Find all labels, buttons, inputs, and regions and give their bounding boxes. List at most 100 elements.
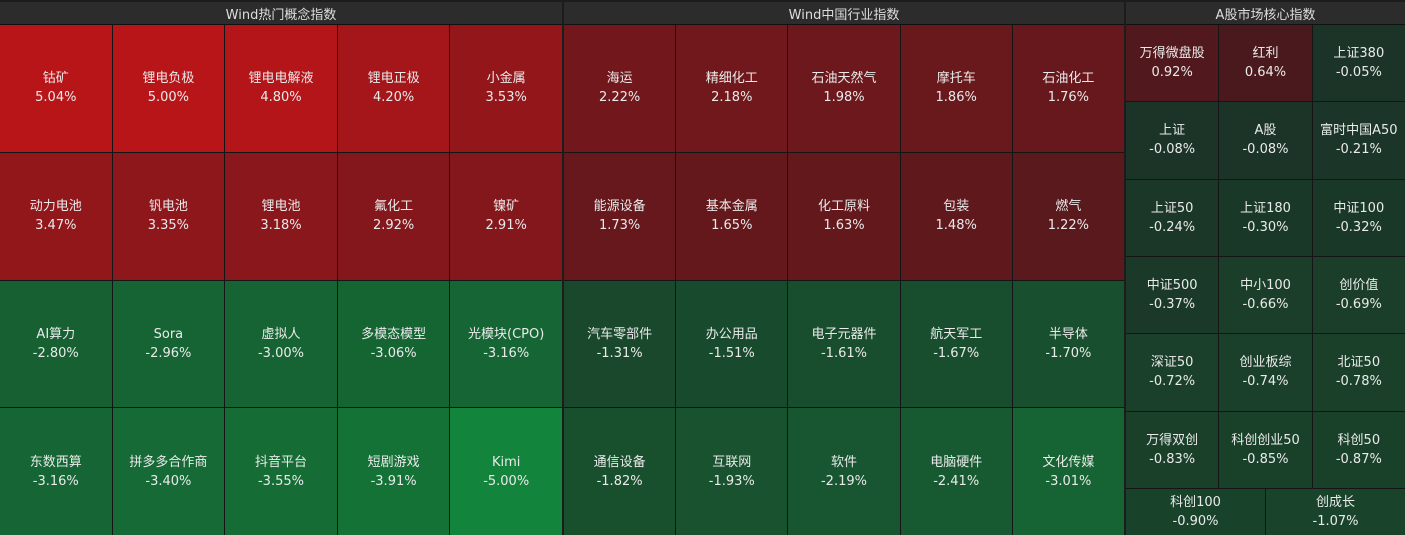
index-name: 抖音平台 [254,454,307,470]
index-name: 科创50 [1337,432,1381,448]
index-change: -0.37% [1149,297,1196,313]
index-cell[interactable]: 中证500 -0.37% [1126,257,1219,334]
index-cell[interactable]: 万得双创 -0.83% [1126,411,1219,488]
index-change: -1.07% [1312,514,1359,529]
index-cell[interactable]: 石油天然气 1.98% [788,25,900,152]
index-cell[interactable]: 北证50 -0.78% [1312,334,1405,411]
index-name: 包装 [943,199,970,215]
index-cell[interactable]: 多模态模型 -3.06% [337,280,450,408]
index-name: 基本金属 [705,199,758,215]
index-cell[interactable]: 上证50 -0.24% [1126,179,1219,256]
index-cell[interactable]: 中小100 -0.66% [1219,257,1312,334]
index-cell[interactable]: 摩托车 1.86% [900,25,1012,152]
index-change: -2.41% [933,473,980,489]
index-cell[interactable]: 万得微盘股 0.92% [1126,25,1219,102]
index-cell[interactable]: 深证50 -0.72% [1126,334,1219,411]
index-cell[interactable]: 航天军工 -1.67% [900,280,1012,408]
index-cell[interactable]: 锂电池 3.18% [225,152,337,280]
index-cell[interactable]: 创价值 -0.69% [1312,257,1405,334]
index-cell[interactable]: 精细化工 2.18% [676,25,788,152]
index-cell[interactable]: 钴矿 5.04% [0,25,112,152]
index-cell[interactable]: 海运 2.22% [564,25,676,152]
index-change: 2.22% [598,90,641,106]
index-cell[interactable]: 镍矿 2.91% [450,152,562,280]
index-cell[interactable]: 富时中国A50 -0.21% [1312,102,1405,179]
index-cell[interactable]: 电子元器件 -1.61% [788,280,900,408]
index-cell[interactable]: 化工原料 1.63% [788,152,900,280]
index-cell[interactable]: 锂电正极 4.20% [337,25,450,152]
index-cell[interactable]: 钒电池 3.35% [112,152,225,280]
index-cell[interactable]: 抖音平台 -3.55% [225,408,337,535]
index-cell[interactable]: 短剧游戏 -3.91% [337,408,450,535]
index-cell[interactable]: 创成长 -1.07% [1266,489,1405,535]
index-name: 光模块(CPO) [468,326,545,342]
index-cell[interactable]: Sora -2.96% [112,280,225,408]
index-change: -2.96% [145,345,192,361]
index-change: 2.18% [711,90,753,106]
index-name: 锂电电解液 [248,71,314,87]
index-cell[interactable]: 光模块(CPO) -3.16% [450,280,562,408]
index-cell[interactable]: 虚拟人 -3.00% [225,280,337,408]
panel: Wind中国行业指数 海运 2.22% 精细化工 2.18% 石油天然气 1.98% 摩托车 1… [564,0,1124,535]
index-change: -1.93% [708,473,755,489]
index-cell[interactable]: 半导体 -1.70% [1012,280,1124,408]
index-cell[interactable]: 红利 0.64% [1219,25,1312,102]
index-name: 精细化工 [705,71,758,87]
index-change: 1.86% [935,90,977,106]
index-cell[interactable]: 中证100 -0.32% [1312,179,1405,256]
index-change: 5.00% [147,90,190,106]
index-cell[interactable]: 基本金属 1.65% [676,152,788,280]
index-name: 万得双创 [1146,432,1199,448]
panel: A股市场核心指数 万得微盘股 0.92% 红利 0.64% 上证380 -0.05% 上证 -0… [1126,0,1405,535]
index-cell[interactable]: 科创100 -0.90% [1126,489,1265,535]
index-name: 红利 [1252,46,1279,62]
index-change: -0.87% [1335,451,1382,467]
index-cell[interactable]: 软件 -2.19% [788,408,900,535]
cell-grid: 万得微盘股 0.92% 红利 0.64% 上证380 -0.05% 上证 -0.08% A股 -0… [1126,25,1405,535]
index-cell[interactable]: 燃气 1.22% [1012,152,1124,280]
index-cell[interactable]: 科创创业50 -0.85% [1219,411,1312,488]
index-cell[interactable]: 能源设备 1.73% [564,152,676,280]
index-cell[interactable]: A股 -0.08% [1219,102,1312,179]
index-cell[interactable]: 锂电电解液 4.80% [225,25,337,152]
index-cell[interactable]: 石油化工 1.76% [1012,25,1124,152]
index-change: 4.20% [372,90,415,106]
index-name: 电脑硬件 [930,454,983,470]
index-name: 能源设备 [593,199,646,215]
index-change: 1.63% [823,218,865,234]
index-cell[interactable]: 汽车零部件 -1.31% [564,280,676,408]
index-name: 石油化工 [1042,71,1095,87]
index-cell[interactable]: 上证380 -0.05% [1312,25,1405,102]
index-cell[interactable]: 创业板综 -0.74% [1219,334,1312,411]
index-name: Kimi [491,454,521,470]
index-cell[interactable]: 办公用品 -1.51% [676,280,788,408]
index-name: 软件 [830,454,857,470]
index-cell[interactable]: 拼多多合作商 -3.40% [112,408,225,535]
index-name: 石油天然气 [811,71,877,87]
index-cell[interactable]: 氟化工 2.92% [337,152,450,280]
index-cell[interactable]: Kimi -5.00% [450,408,562,535]
index-cell[interactable]: 动力电池 3.47% [0,152,112,280]
index-cell[interactable]: 上证180 -0.30% [1219,179,1312,256]
index-cell[interactable]: 互联网 -1.93% [676,408,788,535]
index-cell[interactable]: AI算力 -2.80% [0,280,112,408]
index-cell[interactable]: 锂电负极 5.00% [112,25,225,152]
index-cell[interactable]: 包装 1.48% [900,152,1012,280]
index-name: 上证380 [1333,46,1385,62]
index-name: 东数西算 [29,454,82,470]
panel-title: A股市场核心指数 [1126,2,1405,25]
index-change: -0.66% [1242,297,1289,313]
index-cell[interactable]: 东数西算 -3.16% [0,408,112,535]
index-name: 航天军工 [930,326,983,342]
index-cell[interactable]: 文化传媒 -3.01% [1012,408,1124,535]
index-cell[interactable]: 科创50 -0.87% [1312,411,1405,488]
index-cell[interactable]: 上证 -0.08% [1126,102,1219,179]
index-cell[interactable]: 电脑硬件 -2.41% [900,408,1012,535]
index-name: 科创创业50 [1231,432,1300,448]
index-cell[interactable]: 通信设备 -1.82% [564,408,676,535]
index-name: 锂电负极 [142,71,195,87]
index-change: 3.53% [485,90,527,106]
index-cell[interactable]: 小金属 3.53% [450,25,562,152]
index-change: -0.21% [1335,142,1382,158]
